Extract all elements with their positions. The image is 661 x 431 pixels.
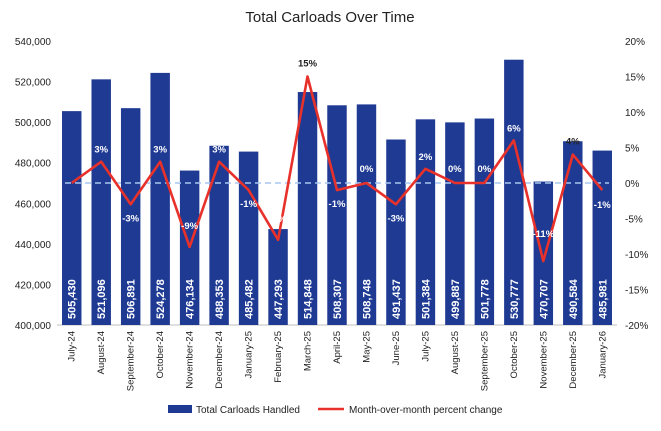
bar-value-label: 499,887 [450,279,462,319]
y-left-tick-label: 540,000 [15,37,52,48]
y-left-tick-label: 400,000 [15,321,52,332]
percent-change-label: -1% [329,199,346,210]
bar-carloads [474,118,495,325]
legend-label-line: Month-over-month percent change [349,405,503,416]
bar-carloads [91,79,111,325]
x-tick-label: September-25 [479,331,490,391]
percent-change-label: 3% [153,145,167,156]
bar-value-label: 501,384 [420,278,432,319]
bar-carloads [445,122,465,325]
x-tick-label: August-24 [96,331,107,374]
y-left-tick-label: 520,000 [15,78,52,89]
bar-value-label: 506,891 [126,279,138,319]
bar-value-label: 485,482 [244,279,256,319]
y-right-tick-label: 10% [625,108,645,119]
bar-value-label: 524,278 [155,279,167,319]
bar-value-label: 508,307 [332,279,344,319]
percent-change-label: -3% [122,213,139,224]
x-tick-label: May-25 [361,331,372,363]
bar-carloads [268,229,288,325]
percent-change-label: 6% [507,123,521,134]
bar-value-label: 530,777 [509,279,521,319]
y-right-tick-label: 15% [625,73,645,84]
x-tick-label: January-25 [244,331,255,379]
y-right-tick-label: 20% [625,37,645,48]
bar-carloads [533,181,554,325]
bar-value-label: 490,584 [568,278,580,319]
bar-value-label: 485,981 [597,279,609,319]
y-left-tick-label: 420,000 [15,280,52,291]
x-tick-label: September-24 [126,331,137,391]
x-tick-label: July-24 [67,331,78,362]
percent-change-label: -3% [387,213,404,224]
bar-value-label: 501,778 [479,279,491,319]
bar-carloads [150,72,170,326]
x-tick-label: January-26 [597,331,608,379]
bar-carloads [356,104,377,325]
bar-value-label: 491,437 [391,279,403,319]
x-tick-label: November-24 [185,331,196,389]
bar-carloads [327,105,347,326]
bar-value-label: 488,353 [214,279,226,319]
x-tick-label: July-25 [420,331,431,362]
y-left-tick-label: 480,000 [15,159,52,170]
percent-change-label: -9% [181,221,198,232]
legend: Total Carloads Handled Month-over-month … [168,405,503,416]
bar-value-label: 505,430 [67,279,79,319]
legend-swatch-bars [168,405,192,413]
percent-change-label: 3% [212,145,226,156]
bar-carloads [209,145,229,325]
x-tick-label: June-25 [391,331,402,365]
bar-carloads [592,150,612,325]
percent-change-label: 4% [566,137,580,148]
percent-change-label: 0% [448,164,462,175]
legend-label-bars: Total Carloads Handled [196,405,300,416]
percent-change-label: -11% [532,229,554,240]
y-left-tick-label: 460,000 [15,199,52,210]
bar-value-label: 521,096 [96,279,108,319]
bar-carloads [120,108,141,325]
y-right-tick-label: 5% [625,144,640,155]
percent-change-label: -8% [270,214,287,225]
x-tick-label: December-24 [214,331,225,389]
y-right-tick-label: -20% [625,321,648,332]
bar-carloads [386,139,406,325]
x-tick-label: April-25 [332,331,343,364]
x-tick-label: February-25 [273,331,284,383]
x-tick-label: October-25 [509,331,520,379]
percent-change-label: 15% [298,59,318,70]
x-tick-label: November-25 [538,331,549,389]
bar-value-label: 508,748 [361,279,373,319]
x-tick-label: December-25 [568,331,579,389]
bar-value-label: 470,707 [538,279,550,319]
bar-carloads [297,92,318,325]
y-right-tick-label: 0% [625,179,640,190]
bar-carloads [563,141,583,325]
x-tick-label: March-25 [303,331,314,371]
y-right-tick-label: -5% [625,215,643,226]
bar-value-label: 514,848 [303,279,315,319]
bar-carloads [504,59,524,326]
y-right-tick-label: -10% [625,250,648,261]
percent-change-line [70,75,604,263]
chart-title: Total Carloads Over Time [245,9,414,26]
percent-change-label: -1% [594,200,611,211]
percent-change-label: 0% [360,164,374,175]
y-right-tick-label: -15% [625,286,648,297]
x-tick-label: August-25 [450,331,461,374]
percent-change-label: 0% [478,164,492,175]
percent-change-label: -1% [240,199,257,210]
bar-value-label: 476,134 [185,278,197,319]
percent-change-label: 3% [94,145,108,156]
bar-carloads [62,111,82,325]
bar-carloads [238,151,259,325]
y-left-tick-label: 500,000 [15,118,52,129]
bar-value-label: 447,293 [273,279,285,319]
x-tick-label: October-24 [155,331,166,379]
percent-change-label: 2% [419,152,433,163]
y-left-tick-label: 440,000 [15,240,52,251]
